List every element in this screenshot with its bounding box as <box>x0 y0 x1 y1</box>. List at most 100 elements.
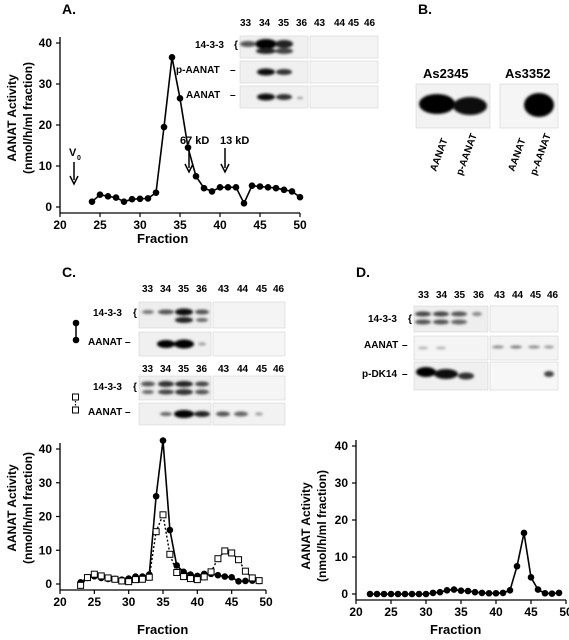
panel-d-series-1-point <box>548 590 556 597</box>
panel-a-x-axis-title: Fraction <box>137 231 188 246</box>
panel-a-series-1-point <box>104 193 112 200</box>
blot-c2-lane-46: 46 <box>273 364 285 375</box>
blot-c2-lane-34: 34 <box>160 364 172 375</box>
legend-open-square <box>72 393 79 414</box>
panel-c-series-2-point <box>241 567 249 575</box>
panel-c-y-axis-title-1: AANAT Activity <box>5 464 19 552</box>
panel-a-series-1-point <box>232 184 240 191</box>
panel-c-x-tick-label: 35 <box>156 595 170 609</box>
panel-a-series-1-point <box>88 198 96 205</box>
blot-c1-dash: – <box>125 337 131 348</box>
panel-d-x-tick-label: 30 <box>419 605 433 619</box>
blot-a-lane-36: 36 <box>296 18 308 29</box>
panel-c-y-tick-label: 10 <box>39 543 53 557</box>
panel-c-series-2-point <box>193 576 201 584</box>
panel-d-series-1-point <box>422 590 430 598</box>
panel-a: A. 20 25 30 35 40 45 50 0 10 20 30 40 Fraction AANA… <box>5 1 379 246</box>
panel-c-x-tick-label: 30 <box>122 595 136 609</box>
panel-c-series-1-point <box>214 571 222 579</box>
panel-d-series-1-point <box>534 586 542 593</box>
panel-a-series-1-point <box>288 188 296 195</box>
panel-a-x-tick-label: 40 <box>213 218 227 232</box>
panel-c-blot-upper: 33 34 35 36 43 44 45 46 14-3-3 { AANAT – <box>88 284 286 357</box>
blot-a-dash-2: – <box>230 65 236 76</box>
panel-d-series-1-point <box>541 589 549 597</box>
panel-d-series-1-point <box>366 590 374 598</box>
panel-a-series-1-point <box>192 172 200 180</box>
blot-c2-lane-43: 43 <box>218 364 230 375</box>
panel-d-x-tick-label: 35 <box>454 605 468 619</box>
annotation-v0-label: V <box>69 147 77 159</box>
panel-c-series-2-point <box>145 573 153 581</box>
panel-d-series-1-point <box>471 588 479 596</box>
panel-d-y-tick-label: 40 <box>335 439 349 453</box>
panel-c-series-1-point <box>159 437 167 444</box>
panel-c-series-2-point <box>152 528 160 536</box>
blot-c2-dash: – <box>125 407 131 418</box>
panel-a-series-1-point <box>256 183 264 190</box>
panel-a-x-tick-label: 30 <box>133 218 147 232</box>
panel-d-blot: 33 34 35 36 43 44 45 46 14-3-3 { AANAT –… <box>362 290 559 391</box>
panel-d-series-1-point <box>499 589 507 597</box>
blot-a-row-1433: 14-3-3 <box>195 40 224 51</box>
panel-d-series-1-point <box>485 589 493 597</box>
panel-c-series-2-point <box>83 574 91 582</box>
panel-c-series-2-point <box>90 570 98 578</box>
blot-b-lane-4: p-AANAT <box>528 132 553 177</box>
blot-d-dash-2: – <box>402 340 408 351</box>
panel-c-series-2-point <box>221 547 229 555</box>
panel-d-series-1-point <box>450 586 458 593</box>
annotation-v0: V 0 <box>69 147 81 186</box>
panel-a-series-1-point <box>296 193 304 201</box>
panel-c-plot: 20 25 30 35 40 45 50 0 10 20 30 40 <box>39 437 273 609</box>
annotation-67kd-label: 67 kD <box>180 135 209 147</box>
blot-d-lane-46: 46 <box>547 290 559 301</box>
blot-d-lane-44: 44 <box>512 290 524 301</box>
panel-a-series-1-point <box>152 189 160 196</box>
panel-a-blot: 33 34 35 36 43 44 45 46 14-3-3 { p-AANAT… <box>176 18 379 109</box>
blot-c2-lane-33: 33 <box>142 364 154 375</box>
panel-a-series-1-point <box>264 184 272 191</box>
panel-c-y-axis-title-2: (nmol/h/ml fraction) <box>21 452 35 564</box>
blot-d-lane-34: 34 <box>436 290 448 301</box>
panel-d-series-1-point <box>506 587 514 594</box>
panel-a-series-1-point <box>200 184 208 192</box>
panel-c-series-2-point <box>125 578 133 586</box>
panel-c-series-2-point <box>132 576 140 584</box>
panel-a-series-1-point <box>168 54 176 61</box>
panel-c-series-1-point <box>152 492 160 500</box>
blot-c1-lane-44: 44 <box>237 284 249 295</box>
panel-c-series-2-point <box>214 555 222 563</box>
panel-a-series-1-point <box>176 95 184 102</box>
blot-c2-lane-44: 44 <box>237 364 249 375</box>
blot-b-lane-1: AANAT <box>428 137 450 173</box>
blot-c2-lane-35: 35 <box>178 364 190 375</box>
panel-a-series-1-point <box>272 184 280 192</box>
annotation-13kd-label: 13 kD <box>220 135 249 147</box>
panel-c-series-2-point <box>111 575 119 583</box>
panel-d-x-axis-title: Fraction <box>430 622 481 637</box>
blot-c2-lane-36: 36 <box>196 364 208 375</box>
panel-a-x-tick-label: 25 <box>93 218 107 232</box>
panel-d-x-tick-label: 50 <box>559 605 569 619</box>
panel-a-series-1-point <box>160 123 168 131</box>
panel-c-series-1-line <box>80 440 260 583</box>
panel-c-y-tick-label: 30 <box>39 476 53 490</box>
panel-c-series-1-point <box>166 526 174 534</box>
panel-d-series-1-point <box>436 588 444 596</box>
panel-d-series-1-point <box>401 590 409 598</box>
panel-d-series-1-point <box>373 590 381 598</box>
panel-a-series-1-point <box>120 198 128 205</box>
panel-c-x-tick-label: 20 <box>53 595 67 609</box>
blot-c1-brace: { <box>133 308 137 319</box>
blot-a-lane-45: 45 <box>348 18 360 29</box>
panel-d-y-axis-title-2: (nmol/h/ml fraction) <box>315 470 329 582</box>
panel-a-label: A. <box>62 1 76 17</box>
panel-a-plot: 20 25 30 35 40 45 50 0 10 20 30 40 <box>39 36 307 232</box>
blot-c2-lane-45: 45 <box>256 364 268 375</box>
panel-c-series-1-point <box>221 573 229 580</box>
blot-d-lane-45: 45 <box>530 290 542 301</box>
panel-d-series-1-point <box>415 590 423 598</box>
blot-a-lane-34: 34 <box>259 18 271 29</box>
annotation-13kd: 13 kD <box>220 135 249 174</box>
